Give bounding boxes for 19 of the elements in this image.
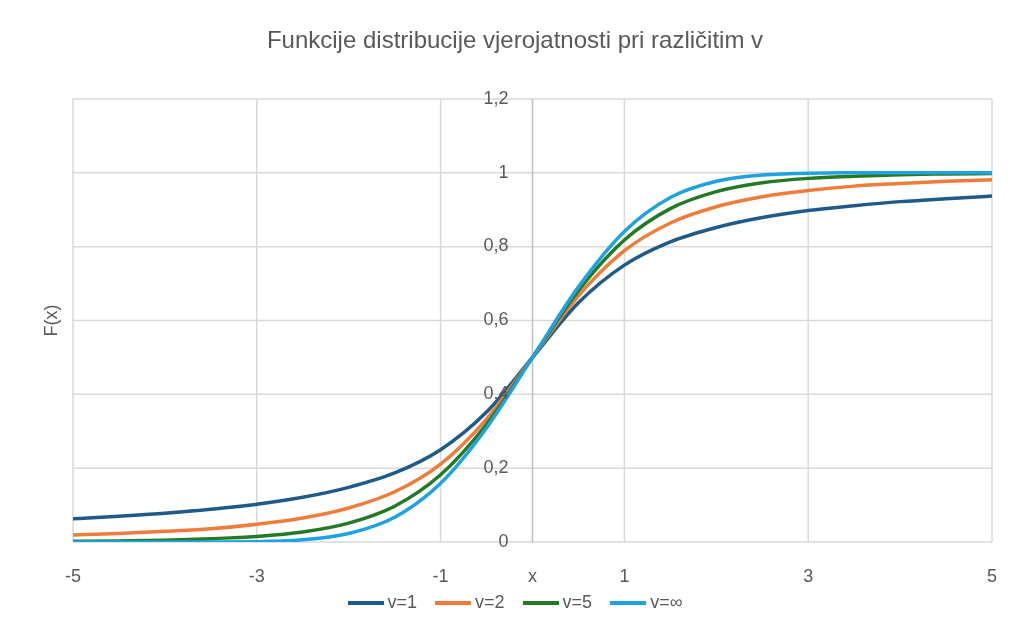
x-tick-label: -5 (64, 565, 82, 586)
legend-label: v=2 (475, 592, 505, 613)
legend-label: v=1 (387, 592, 418, 613)
x-tick-label: -1 (432, 565, 449, 586)
y-tick-label: 0,2 (483, 456, 509, 477)
x-tick-label: -3 (248, 565, 265, 586)
legend-label: v=5 (562, 592, 593, 613)
y-tick-label: 1 (498, 161, 509, 182)
legend-label: v=∞ (650, 592, 683, 613)
x-axis-title: x (528, 565, 537, 586)
y-tick-label: 0 (498, 530, 509, 551)
y-tick-label: 1,2 (483, 87, 509, 108)
y-tick-label: 0,6 (483, 309, 509, 330)
x-tick-label: 5 (986, 565, 998, 586)
x-tick-label: 3 (803, 565, 814, 586)
y-axis-title: F(x) (40, 304, 61, 337)
y-tick-label: 0,8 (483, 235, 509, 256)
x-tick-label: 1 (619, 565, 630, 586)
chart-title: Funkcije distribucije vjerojatnosti pri različitim v (266, 26, 764, 53)
